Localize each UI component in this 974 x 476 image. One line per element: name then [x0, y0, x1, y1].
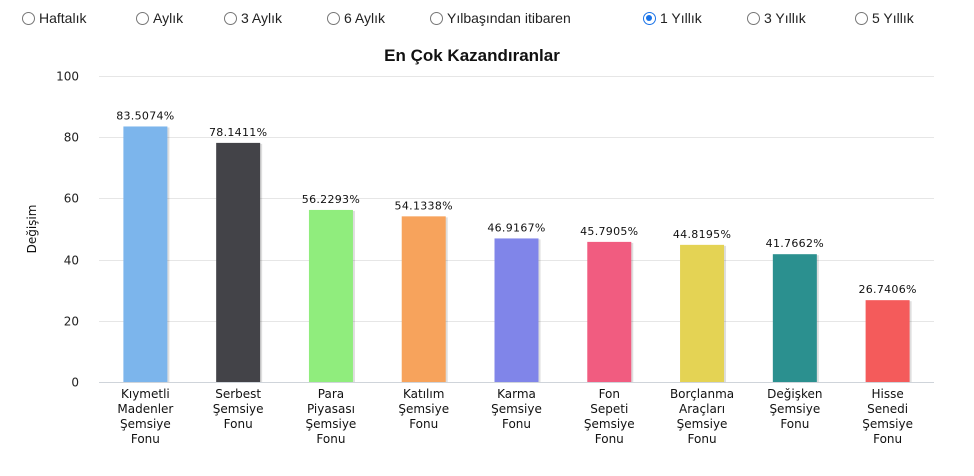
- y-tick-label: 80: [64, 131, 79, 145]
- period-option-6-months[interactable]: 6 Aylık: [327, 8, 385, 28]
- period-option-label: 3 Yıllık: [764, 10, 806, 26]
- y-tick-label: 40: [64, 254, 79, 268]
- radio-icon[interactable]: [855, 11, 868, 25]
- chart-title: En Çok Kazandıranlar: [384, 46, 560, 65]
- data-label: 26.7406%: [858, 283, 916, 296]
- x-tick-label: Para Piyasası Şemsiye Fonu: [306, 387, 357, 446]
- x-tick-label: Borçlanma Araçları Şemsiye Fonu: [670, 387, 734, 446]
- x-tick-label: Serbest Şemsiye Fonu: [213, 387, 264, 431]
- x-tick-label: Karma Şemsiye Fonu: [491, 387, 542, 431]
- period-option-label: 5 Yıllık: [872, 10, 914, 26]
- radio-icon[interactable]: [747, 11, 760, 25]
- x-tick-label: Hisse Senedi Şemsiye Fonu: [862, 387, 913, 446]
- period-option-label: 3 Aylık: [241, 10, 282, 26]
- period-option-3-months[interactable]: 3 Aylık: [224, 8, 282, 28]
- bar[interactable]: [216, 142, 261, 382]
- data-label: 56.2293%: [302, 193, 360, 206]
- period-option-5-years[interactable]: 5 Yıllık: [855, 8, 914, 28]
- x-tick-label: Değişken Şemsiye Fonu: [767, 387, 822, 431]
- period-option-3-years[interactable]: 3 Yıllık: [747, 8, 806, 28]
- data-label: 41.7662%: [766, 237, 824, 250]
- bar[interactable]: [401, 216, 446, 382]
- period-option-label: Aylık: [153, 10, 184, 26]
- bar-chart: En Çok Kazandıranlar Değişim 0 20 40 60 80 10…: [25, 46, 934, 446]
- period-option-label: 1 Yıllık: [660, 10, 702, 26]
- y-tick-label: 100: [56, 70, 79, 84]
- data-label: 54.1338%: [395, 199, 453, 212]
- y-axis-title: Değişim: [25, 205, 39, 254]
- data-label: 78.1411%: [209, 126, 267, 139]
- period-option-label: Yılbaşından itibaren: [447, 10, 571, 26]
- period-option-weekly[interactable]: Haftalık: [22, 8, 86, 28]
- radio-icon[interactable]: [22, 11, 35, 25]
- bar[interactable]: [123, 126, 168, 383]
- data-label: 44.8195%: [673, 228, 731, 241]
- y-tick-label: 0: [71, 376, 79, 390]
- radio-selected-icon[interactable]: [643, 11, 656, 25]
- bar[interactable]: [494, 238, 539, 382]
- period-option-label: 6 Aylık: [344, 10, 385, 26]
- x-tick-label: Fon Sepeti Şemsiye Fonu: [584, 387, 635, 446]
- bar[interactable]: [308, 209, 353, 382]
- period-option-label: Haftalık: [39, 10, 87, 26]
- chart-container: En Çok Kazandıranlar Değişim 0 20 40 60 80 10…: [0, 34, 974, 471]
- radio-icon[interactable]: [327, 11, 340, 25]
- period-option-monthly[interactable]: Aylık: [136, 8, 183, 28]
- period-selector: Haftalık Aylık 3 Aylık 6 Aylık Yılbaşınd…: [0, 0, 974, 34]
- bar[interactable]: [680, 244, 725, 382]
- radio-icon[interactable]: [136, 11, 149, 25]
- y-tick-label: 60: [64, 192, 79, 206]
- data-label: 45.7905%: [580, 225, 638, 238]
- bar[interactable]: [865, 300, 910, 382]
- y-tick-label: 20: [64, 315, 79, 329]
- bar[interactable]: [772, 254, 817, 382]
- period-option-ytd[interactable]: Yılbaşından itibaren: [430, 8, 571, 28]
- bar[interactable]: [587, 241, 632, 382]
- data-label: 83.5074%: [116, 109, 174, 122]
- radio-icon[interactable]: [224, 11, 237, 25]
- data-label: 46.9167%: [487, 221, 545, 234]
- period-option-1-year[interactable]: 1 Yıllık: [643, 8, 702, 28]
- x-tick-label: Katılım Şemsiye Fonu: [398, 387, 449, 431]
- x-tick-label: Kıymetli Madenler Şemsiye Fonu: [117, 387, 173, 446]
- radio-icon[interactable]: [430, 11, 443, 25]
